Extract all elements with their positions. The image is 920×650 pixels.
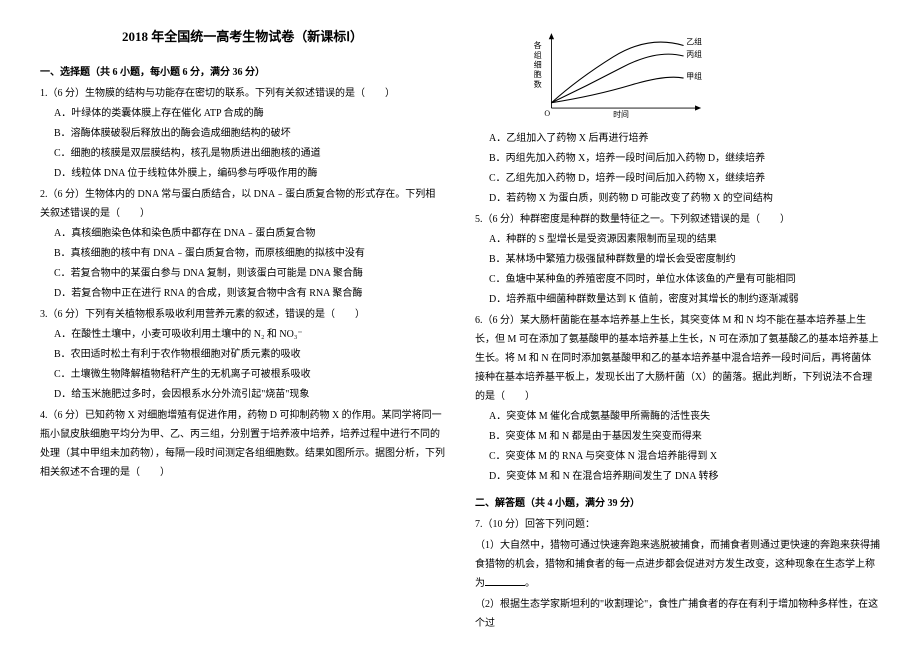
svg-text:细: 细: [534, 59, 542, 69]
q4-opt-a: A．乙组加入了药物 X 后再进行培养: [475, 129, 880, 148]
right-column: 各组细胞数 O 时间 乙组丙组甲组 A．乙组加入了药物 X 后再进行培养 B．丙组先加…: [475, 25, 880, 625]
q6-opt-d: D．突变体 M 和 N 在混合培养期间发生了 DNA 转移: [475, 467, 880, 486]
q5-opt-c: C．鱼塘中某种鱼的养殖密度不同时，单位水体该鱼的产量有可能相同: [475, 270, 880, 289]
q4-stem: 4.（6 分）已知药物 X 对细胞增殖有促进作用，药物 D 可抑制药物 X 的作…: [40, 406, 445, 482]
q3-opt-a: A．在酸性土壤中，小麦可吸收利用土壤中的 N₂ 和 NO₃⁻: [40, 325, 445, 344]
q5-opt-d: D．培养瓶中细菌种群数量达到 K 值前，密度对其增长的制约逐渐减弱: [475, 290, 880, 309]
svg-text:数: 数: [534, 79, 542, 89]
q7-p1-end: 。: [525, 578, 535, 589]
q1-opt-b: B．溶酶体膜破裂后释放出的酶会造成细胞结构的破坏: [40, 124, 445, 143]
q7-stem: 7.（10 分）回答下列问题：: [475, 515, 880, 534]
q7-p2: （2）根据生态学家斯坦利的"收割理论"，食性广捕食者的存在有利于增加物种多样性，…: [475, 595, 880, 633]
exam-title: 2018 年全国统一高考生物试卷（新课标Ⅰ）: [40, 25, 445, 50]
q4-opt-b: B．丙组先加入药物 X，培养一段时间后加入药物 D，继续培养: [475, 149, 880, 168]
left-column: 2018 年全国统一高考生物试卷（新课标Ⅰ） 一、选择题（共 6 小题，每小题 …: [40, 25, 445, 625]
q2-opt-a: A．真核细胞染色体和染色质中都存在 DNA﹣蛋白质复合物: [40, 224, 445, 243]
svg-text:O: O: [544, 109, 550, 118]
q2-opt-b: B．真核细胞的核中有 DNA﹣蛋白质复合物，而原核细胞的拟核中没有: [40, 244, 445, 263]
q6-opt-b: B．突变体 M 和 N 都是由于基因发生突变而得来: [475, 427, 880, 446]
q3-opt-c: C．土壤微生物降解植物秸秆产生的无机离子可被根系吸收: [40, 365, 445, 384]
q2-opt-c: C．若复合物中的某蛋白参与 DNA 复制，则该蛋白可能是 DNA 聚合酶: [40, 264, 445, 283]
blank-fill: [485, 574, 525, 586]
section-1-head: 一、选择题（共 6 小题，每小题 6 分，满分 36 分）: [40, 63, 445, 82]
svg-text:甲组: 甲组: [686, 71, 702, 81]
svg-text:丙组: 丙组: [686, 49, 702, 59]
q2-stem: 2.（6 分）生物体内的 DNA 常与蛋白质结合，以 DNA﹣蛋白质复合物的形式…: [40, 185, 445, 223]
svg-text:组: 组: [534, 50, 542, 60]
q3-opt-d: D．给玉米施肥过多时，会因根系水分外流引起"烧苗"现象: [40, 385, 445, 404]
q1-opt-d: D．线粒体 DNA 位于线粒体外膜上，编码参与呼吸作用的酶: [40, 164, 445, 183]
q6-opt-a: A．突变体 M 催化合成氨基酸甲所需酶的活性丧失: [475, 407, 880, 426]
q1-opt-c: C．细胞的核膜是双层膜结构，核孔是物质进出细胞核的通道: [40, 144, 445, 163]
q4-opt-c: C．乙组先加入药物 D，培养一段时间后加入药物 X，继续培养: [475, 169, 880, 188]
q5-opt-b: B．某林场中繁殖力极强鼠种群数量的增长会受密度制约: [475, 250, 880, 269]
q1-stem: 1.（6 分）生物膜的结构与功能存在密切的联系。下列有关叙述错误的是（ ）: [40, 84, 445, 103]
q3-stem: 3.（6 分）下列有关植物根系吸收利用营养元素的叙述，错误的是（ ）: [40, 305, 445, 324]
q3-opt-b: B．农田适时松土有利于农作物根细胞对矿质元素的吸收: [40, 345, 445, 364]
svg-text:各: 各: [534, 40, 542, 50]
q5-stem: 5.（6 分）种群密度是种群的数量特征之一。下列叙述错误的是（ ）: [475, 210, 880, 229]
q7-p1-text: （1）大自然中，猎物可通过快速奔跑来逃脱被捕食，而捕食者则通过更快速的奔跑来获得…: [475, 540, 880, 589]
q7-p1: （1）大自然中，猎物可通过快速奔跑来逃脱被捕食，而捕食者则通过更快速的奔跑来获得…: [475, 536, 880, 593]
q2-opt-d: D．若复合物中正在进行 RNA 的合成，则该复合物中含有 RNA 聚合酶: [40, 284, 445, 303]
growth-chart: 各组细胞数 O 时间 乙组丙组甲组: [525, 27, 710, 122]
q5-opt-a: A．种群的 S 型增长是受资源因素限制而呈现的结果: [475, 230, 880, 249]
svg-text:胞: 胞: [534, 69, 542, 79]
svg-text:乙组: 乙组: [686, 37, 702, 47]
section-2-head: 二、解答题（共 4 小题，满分 39 分）: [475, 494, 880, 513]
q6-opt-c: C．突变体 M 的 RNA 与突变体 N 混合培养能得到 X: [475, 447, 880, 466]
q6-stem: 6.（6 分）某大肠杆菌能在基本培养基上生长，其突变体 M 和 N 均不能在基本…: [475, 311, 880, 406]
svg-text:时间: 时间: [613, 109, 629, 119]
q1-opt-a: A．叶绿体的类囊体膜上存在催化 ATP 合成的酶: [40, 104, 445, 123]
q4-opt-d: D．若药物 X 为蛋白质，则药物 D 可能改变了药物 X 的空间结构: [475, 189, 880, 208]
